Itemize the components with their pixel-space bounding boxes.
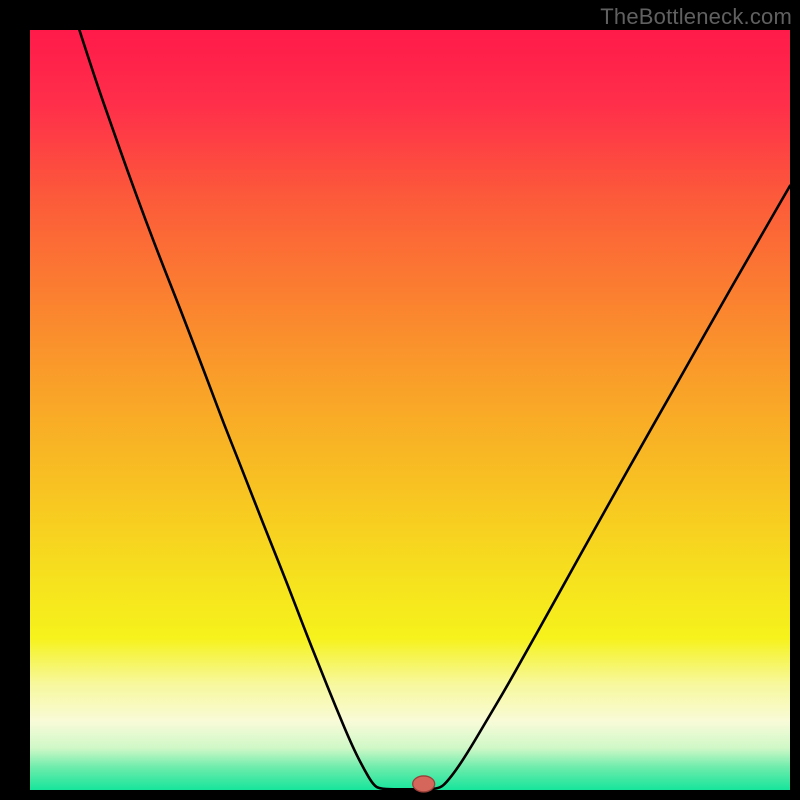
chart-container: TheBottleneck.com [0,0,800,800]
optimal-marker [413,776,435,792]
chart-plot-background [30,30,790,790]
bottleneck-chart [0,0,800,800]
watermark-text: TheBottleneck.com [600,4,792,30]
